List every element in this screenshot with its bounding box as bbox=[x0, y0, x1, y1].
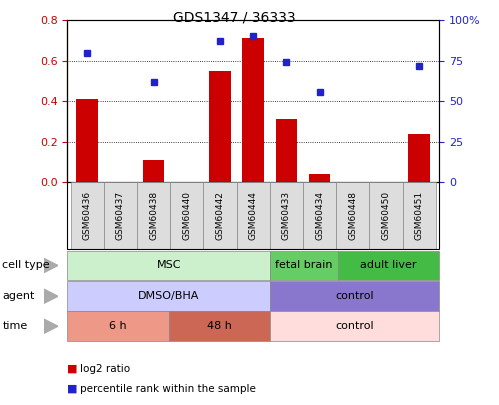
Text: 48 h: 48 h bbox=[207, 321, 232, 331]
FancyBboxPatch shape bbox=[403, 182, 436, 249]
Text: 6 h: 6 h bbox=[109, 321, 127, 331]
Text: ■: ■ bbox=[67, 364, 78, 373]
Text: adult liver: adult liver bbox=[360, 260, 417, 271]
Bar bbox=[76, 99, 98, 182]
FancyBboxPatch shape bbox=[170, 182, 204, 249]
FancyBboxPatch shape bbox=[204, 182, 237, 249]
Text: GSM60437: GSM60437 bbox=[116, 191, 125, 240]
Text: GSM60444: GSM60444 bbox=[249, 191, 258, 240]
FancyBboxPatch shape bbox=[137, 182, 170, 249]
Text: control: control bbox=[335, 321, 374, 331]
Text: cell type: cell type bbox=[2, 260, 50, 271]
Text: log2 ratio: log2 ratio bbox=[80, 364, 130, 373]
Text: GSM60451: GSM60451 bbox=[415, 191, 424, 240]
Text: GSM60442: GSM60442 bbox=[216, 191, 225, 240]
Text: MSC: MSC bbox=[157, 260, 181, 271]
Bar bbox=[309, 174, 330, 182]
FancyBboxPatch shape bbox=[104, 182, 137, 249]
Text: GDS1347 / 36333: GDS1347 / 36333 bbox=[173, 10, 296, 24]
Bar bbox=[143, 160, 165, 182]
Polygon shape bbox=[44, 258, 58, 273]
Text: GSM60448: GSM60448 bbox=[348, 191, 357, 240]
Polygon shape bbox=[44, 289, 58, 303]
FancyBboxPatch shape bbox=[71, 182, 104, 249]
Text: control: control bbox=[335, 291, 374, 301]
Text: GSM60440: GSM60440 bbox=[182, 191, 191, 240]
Text: GSM60434: GSM60434 bbox=[315, 191, 324, 240]
Text: GSM60436: GSM60436 bbox=[83, 191, 92, 240]
FancyBboxPatch shape bbox=[270, 182, 303, 249]
FancyBboxPatch shape bbox=[303, 182, 336, 249]
FancyBboxPatch shape bbox=[237, 182, 270, 249]
Text: ■: ■ bbox=[67, 384, 78, 394]
Text: time: time bbox=[2, 321, 28, 331]
Bar bbox=[243, 38, 264, 182]
FancyBboxPatch shape bbox=[336, 182, 369, 249]
Text: GSM60450: GSM60450 bbox=[382, 191, 391, 240]
Polygon shape bbox=[44, 319, 58, 333]
Bar bbox=[408, 134, 430, 182]
Text: percentile rank within the sample: percentile rank within the sample bbox=[80, 384, 255, 394]
Text: GSM60433: GSM60433 bbox=[282, 191, 291, 240]
Text: fetal brain: fetal brain bbox=[275, 260, 333, 271]
FancyBboxPatch shape bbox=[369, 182, 403, 249]
Text: GSM60438: GSM60438 bbox=[149, 191, 158, 240]
Bar bbox=[275, 119, 297, 182]
Text: agent: agent bbox=[2, 291, 35, 301]
Bar bbox=[209, 71, 231, 182]
Text: DMSO/BHA: DMSO/BHA bbox=[138, 291, 200, 301]
